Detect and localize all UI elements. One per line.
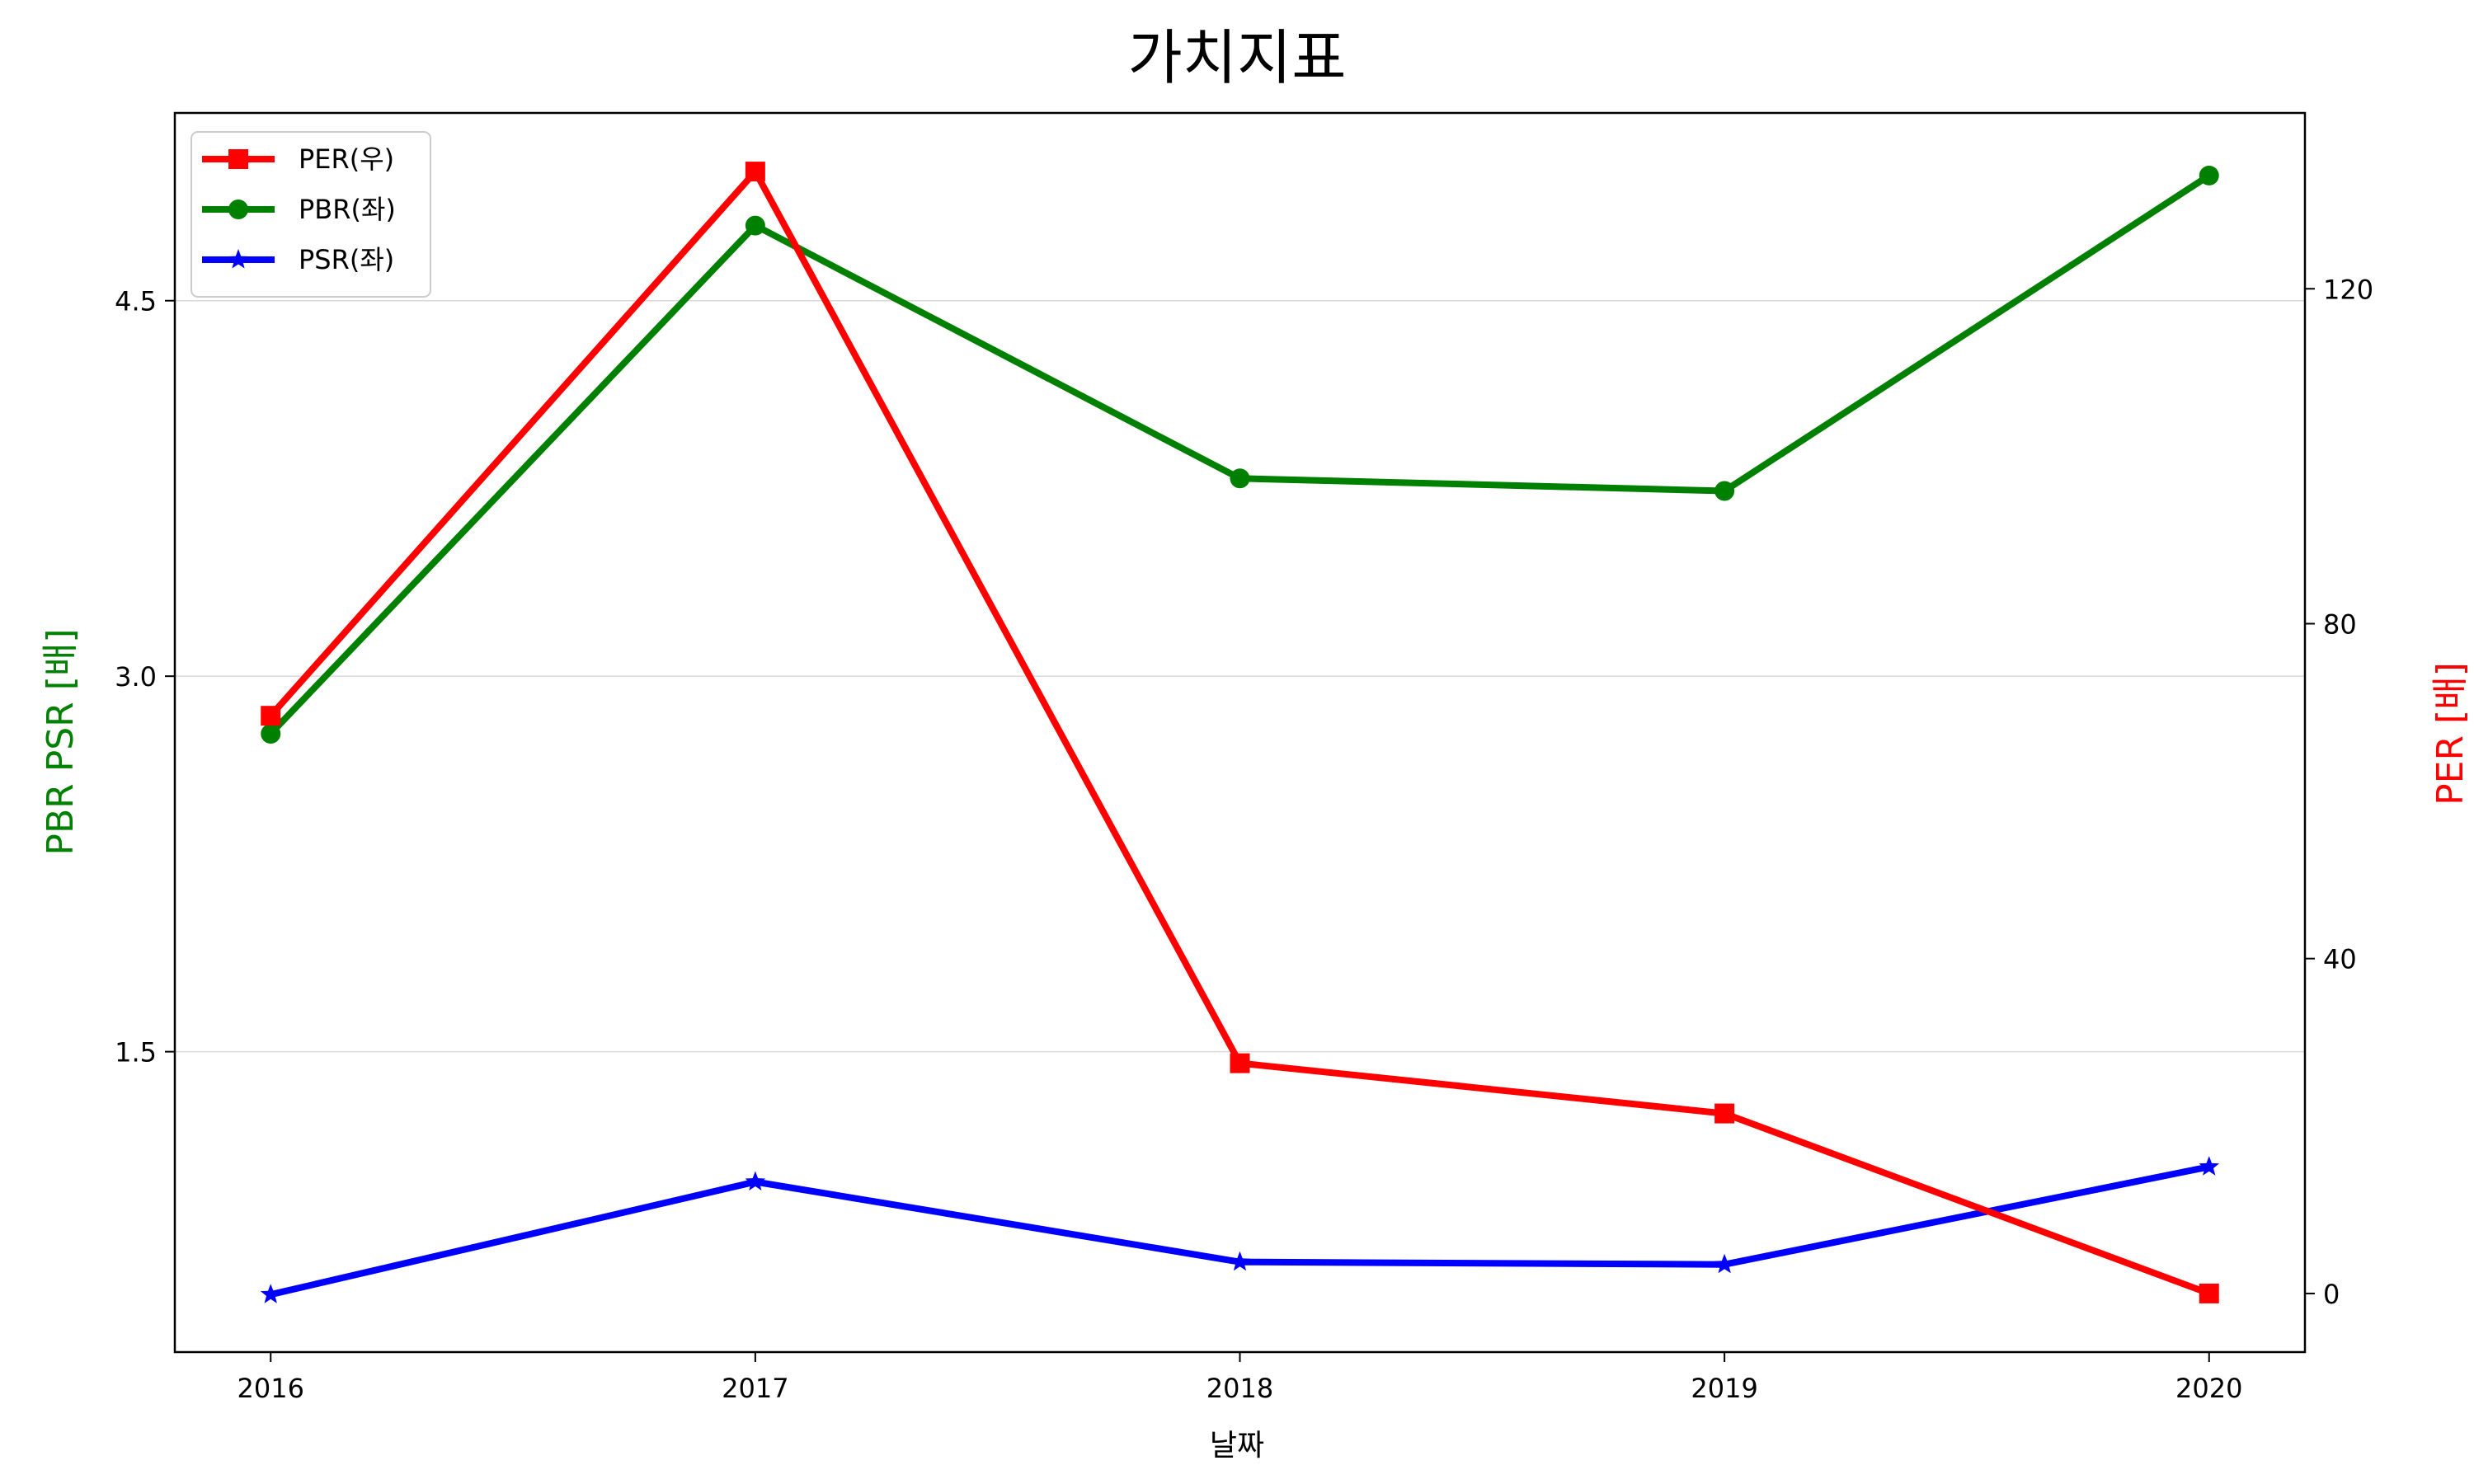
data-point-psr [1714, 1253, 1735, 1274]
legend-item: PBR(좌) [202, 194, 396, 225]
data-point-pbr [2199, 165, 2219, 186]
legend-box [190, 131, 431, 298]
legend-swatch-marker [228, 200, 248, 219]
left-y-tick-label: 1.5 [115, 1037, 157, 1068]
gridlines [175, 299, 2305, 1053]
x-tick-label: 2016 [238, 1373, 304, 1404]
data-point-pbr [1714, 481, 1735, 501]
data-point-pbr [1230, 468, 1250, 489]
legend-swatch-marker [228, 149, 248, 169]
series-layer [260, 162, 2220, 1303]
legend-swatch-marker [228, 249, 249, 269]
right-y-tick-label: 40 [2323, 944, 2357, 975]
legend-item: PER(우) [202, 143, 394, 175]
left-y-axis-label: PBR PSR [배] [40, 628, 82, 855]
right-y-tick-label: 0 [2323, 1279, 2340, 1310]
right-y-axis-label: PER [배] [2429, 662, 2472, 805]
legend-label: PSR(좌) [299, 244, 394, 275]
data-point-per [1714, 1103, 1735, 1124]
data-point-psr [260, 1284, 281, 1303]
data-point-psr [745, 1171, 766, 1190]
series-psr [260, 1156, 2220, 1303]
data-point-psr [2199, 1156, 2220, 1176]
right-y-tick-label: 80 [2323, 608, 2357, 640]
data-point-pbr [745, 215, 765, 236]
series-pbr [261, 165, 2219, 744]
legend-label: PER(우) [299, 143, 394, 175]
series-per [261, 162, 2219, 1303]
legend-item: PSR(좌) [202, 244, 394, 275]
x-tick-label: 2017 [722, 1373, 788, 1404]
data-point-per [2199, 1283, 2219, 1303]
data-point-per [745, 162, 765, 182]
x-tick-label: 2020 [2175, 1373, 2242, 1404]
left-y-tick-label: 4.5 [115, 286, 157, 317]
data-point-pbr [261, 724, 281, 744]
x-tick-label: 2018 [1206, 1373, 1273, 1404]
axes: 1.5 3.0 4.5 0 40 80 120 2016 2017 2018 2019 2020 [115, 274, 2373, 1404]
data-point-per [261, 706, 281, 726]
right-y-tick-label: 120 [2323, 274, 2373, 305]
x-axis-label: 날짜 [1210, 1429, 1264, 1463]
x-tick-label: 2019 [1691, 1373, 1757, 1404]
data-point-per [1230, 1053, 1250, 1073]
data-point-psr [1230, 1251, 1250, 1271]
legend: PER(우) PBR(좌) PSR(좌) [190, 131, 431, 298]
left-y-tick-label: 3.0 [115, 661, 157, 693]
legend-label: PBR(좌) [299, 194, 396, 225]
chart-title: 가치지표 [1128, 23, 1347, 92]
